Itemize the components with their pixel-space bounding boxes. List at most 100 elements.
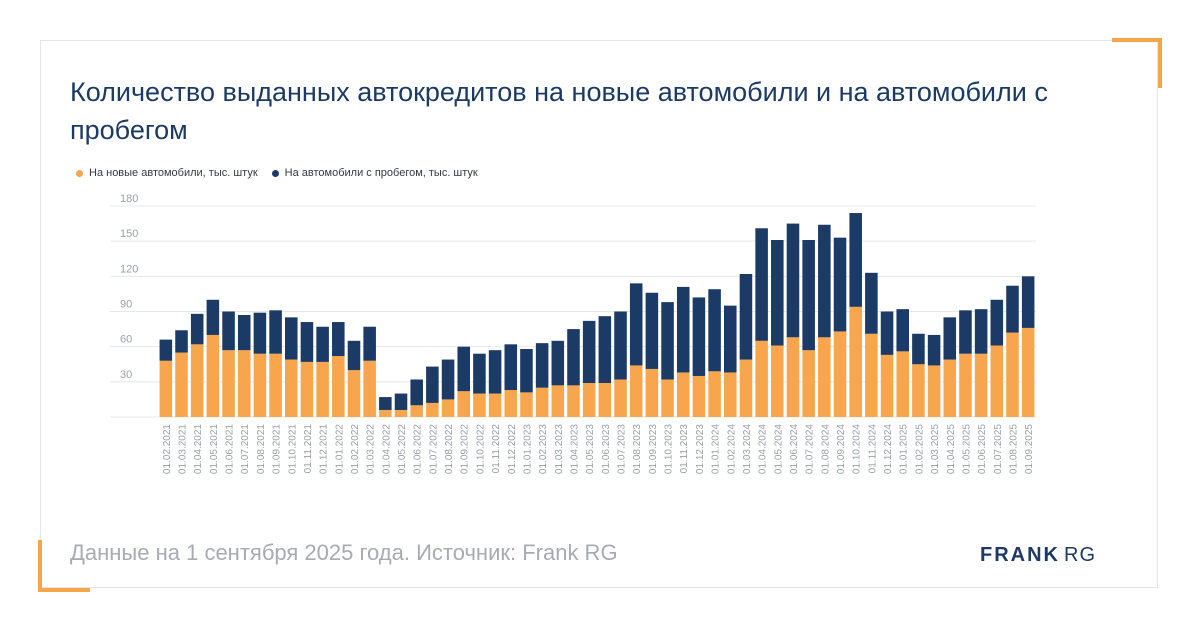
x-tick-label: 01.08.2021 <box>256 424 267 474</box>
x-tick-label: 01.11.2022 <box>491 424 502 474</box>
bar-new <box>190 344 204 417</box>
bar-new <box>394 409 408 417</box>
bar-used <box>206 299 220 335</box>
bar-new <box>692 375 706 417</box>
bar-used <box>269 310 282 354</box>
bar-new <box>912 364 925 417</box>
x-tick-label: 01.12.2022 <box>507 424 518 474</box>
y-tick-label: 180 <box>120 193 138 205</box>
bar-used <box>347 340 361 371</box>
bar-new <box>551 385 565 417</box>
bar-used <box>457 346 471 392</box>
bar-used <box>896 309 910 352</box>
chart-card <box>40 40 1158 588</box>
x-tick-label: 01.05.2025 <box>961 424 972 474</box>
bar-new <box>332 356 345 417</box>
bar-used <box>175 330 188 353</box>
bar-used <box>771 239 784 346</box>
bar-used <box>959 310 972 354</box>
bar-new <box>786 337 800 417</box>
x-tick-label: 01.04.2024 <box>758 424 769 474</box>
x-tick-label: 01.10.2021 <box>287 424 298 474</box>
bar-new <box>410 405 423 417</box>
x-tick-label: 01.01.2023 <box>522 424 533 474</box>
bar-new <box>645 368 659 417</box>
bar-new <box>535 387 549 417</box>
bar-new <box>441 399 455 417</box>
bar-new <box>990 345 1004 417</box>
x-tick-label: 01.11.2024 <box>867 424 878 474</box>
bar-used <box>410 379 423 406</box>
x-tick-label: 01.07.2022 <box>428 424 439 474</box>
bar-used <box>284 317 298 360</box>
bar-used <box>661 302 674 380</box>
bar-used <box>708 289 721 372</box>
x-tick-label: 01.01.2024 <box>711 424 722 474</box>
bar-new <box>927 365 941 417</box>
x-tick-label: 01.09.2024 <box>836 424 847 474</box>
corner-accent-bottom-left <box>38 588 90 592</box>
y-tick-label: 90 <box>120 299 132 311</box>
bar-new <box>818 337 831 417</box>
bar-new <box>1006 332 1019 417</box>
bar-used <box>629 283 643 366</box>
bar-used <box>567 329 580 386</box>
chart-legend: На новые автомобили, тыс. штук На автомо… <box>76 167 478 179</box>
bar-used <box>990 299 1004 346</box>
bar-used <box>1006 285 1019 333</box>
x-tick-label: 01.05.2024 <box>773 424 784 474</box>
x-tick-label: 01.08.2024 <box>820 424 831 474</box>
logo-bold: FRANK <box>980 544 1060 566</box>
bar-used <box>786 223 800 338</box>
x-tick-label: 01.09.2023 <box>648 424 659 474</box>
bar-used <box>473 353 486 394</box>
logo-light: RG <box>1064 544 1096 566</box>
bar-new <box>739 359 753 417</box>
x-tick-label: 01.09.2021 <box>272 424 283 474</box>
corner-accent-top-right <box>1112 38 1162 42</box>
bar-new <box>582 383 596 417</box>
x-tick-label: 01.12.2021 <box>319 424 330 474</box>
x-tick-label: 01.07.2023 <box>617 424 628 474</box>
legend-label-used: На автомобили с пробегом, тыс. штук <box>284 167 478 179</box>
x-tick-label: 01.02.2025 <box>914 424 925 474</box>
bar-used <box>300 322 314 362</box>
bar-used <box>1021 276 1035 328</box>
x-tick-label: 01.04.2022 <box>381 424 392 474</box>
x-tick-label: 01.06.2024 <box>789 424 800 474</box>
x-tick-label: 01.01.2025 <box>899 424 910 474</box>
legend-dot-new <box>76 169 83 177</box>
bar-used <box>488 350 502 394</box>
x-tick-label: 01.12.2024 <box>883 424 894 474</box>
bar-used <box>520 349 533 393</box>
x-tick-label: 01.07.2024 <box>805 424 816 474</box>
bar-used <box>222 311 235 351</box>
bar-used <box>441 359 455 400</box>
x-tick-label: 01.04.2023 <box>569 424 580 474</box>
bar-used <box>582 320 596 384</box>
x-tick-label: 01.05.2021 <box>209 424 220 474</box>
x-tick-label: 01.08.2022 <box>444 424 455 474</box>
x-tick-label: 01.10.2024 <box>852 424 863 474</box>
x-tick-label: 01.07.2025 <box>993 424 1004 474</box>
bar-new <box>206 334 220 417</box>
frank-rg-logo: FRANK RG <box>980 544 1096 567</box>
x-tick-label: 01.02.2022 <box>350 424 361 474</box>
bar-used <box>943 317 957 360</box>
bar-new <box>771 345 784 417</box>
bar-new <box>614 379 627 417</box>
bar-new <box>300 361 314 417</box>
bar-used <box>504 344 518 391</box>
bar-used <box>614 311 627 380</box>
x-tick-label: 01.10.2022 <box>475 424 486 474</box>
bar-used <box>394 393 408 410</box>
x-tick-label: 01.01.2022 <box>334 424 345 474</box>
bar-used <box>739 273 753 360</box>
bar-used <box>645 292 659 369</box>
x-tick-label: 01.03.2022 <box>366 424 377 474</box>
bar-new <box>880 354 894 417</box>
x-tick-label: 01.10.2023 <box>664 424 675 474</box>
x-tick-label: 01.05.2022 <box>397 424 408 474</box>
bar-used <box>692 297 706 376</box>
bar-used <box>159 339 173 361</box>
